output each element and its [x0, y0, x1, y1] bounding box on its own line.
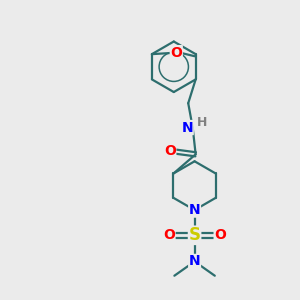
Text: S: S — [189, 226, 201, 244]
Text: O: O — [170, 46, 182, 60]
Text: N: N — [189, 203, 200, 217]
Text: N: N — [182, 121, 193, 135]
Text: N: N — [189, 254, 200, 268]
Text: O: O — [163, 228, 175, 242]
Text: O: O — [214, 228, 226, 242]
Text: O: O — [164, 144, 176, 158]
Text: H: H — [197, 116, 207, 129]
